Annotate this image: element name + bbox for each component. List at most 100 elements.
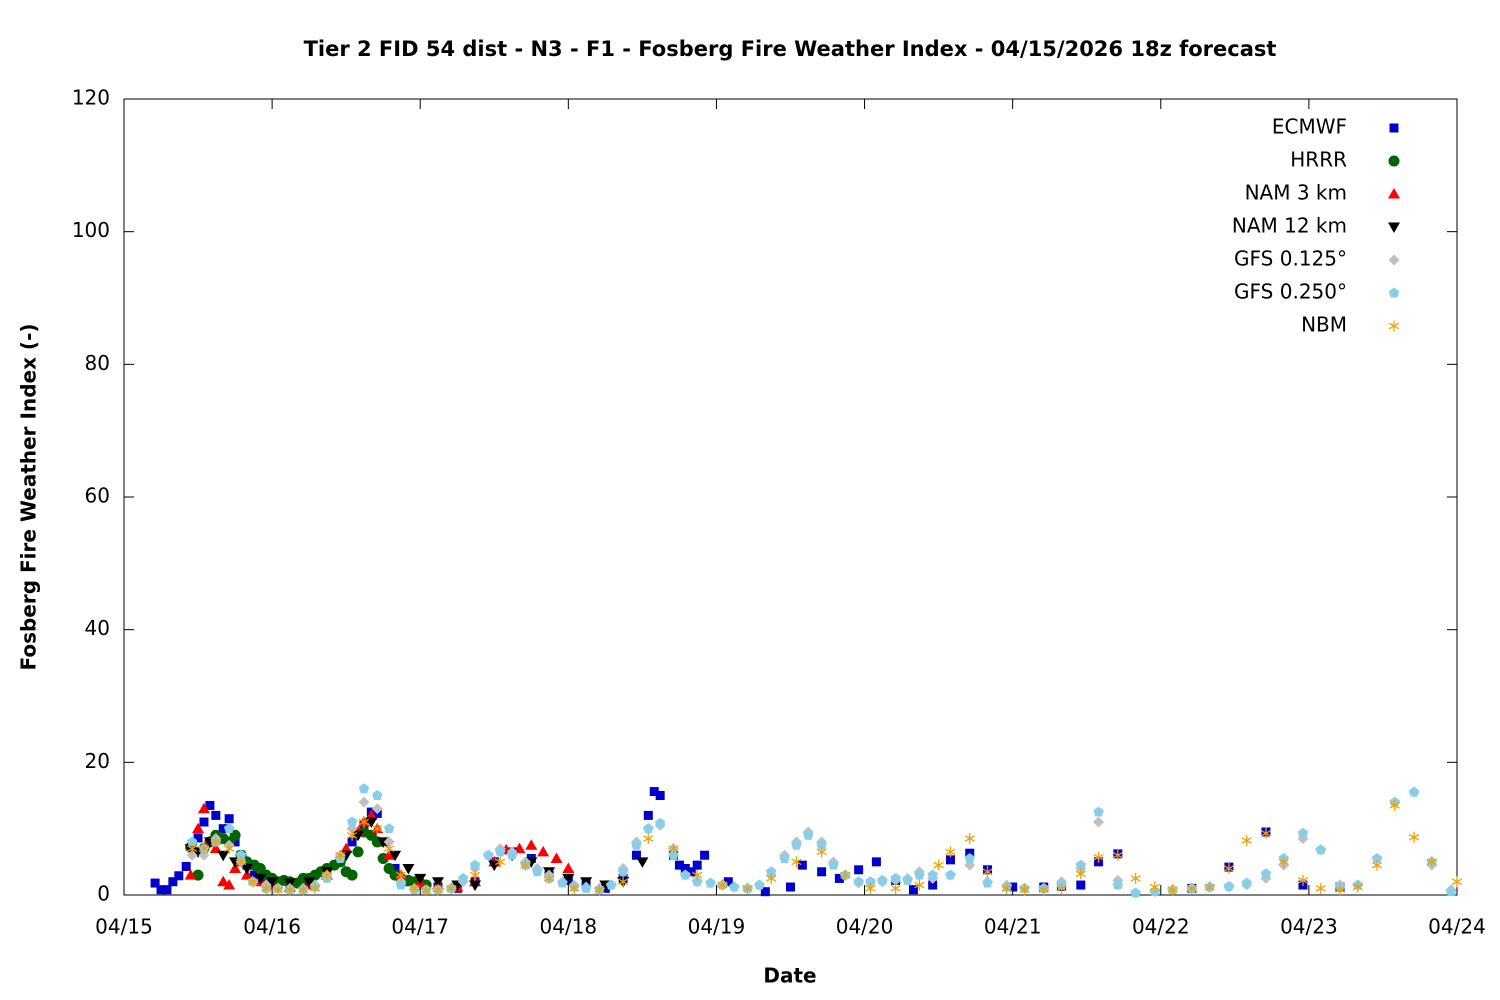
marker — [261, 882, 272, 894]
marker — [543, 872, 555, 884]
marker — [927, 869, 938, 880]
marker — [854, 865, 864, 875]
marker — [272, 884, 284, 896]
marker — [358, 783, 370, 794]
marker — [643, 823, 654, 834]
marker — [284, 884, 295, 896]
marker — [914, 869, 925, 880]
legend-label: NAM 12 km — [1232, 214, 1347, 238]
legend-label: NBM — [1301, 313, 1347, 337]
marker — [828, 859, 839, 870]
marker — [791, 856, 802, 868]
marker — [1223, 862, 1235, 874]
marker — [469, 880, 482, 892]
marker — [1315, 844, 1326, 855]
marker — [402, 863, 415, 875]
marker — [964, 853, 975, 863]
marker — [797, 860, 807, 870]
marker — [432, 884, 444, 896]
marker — [1371, 859, 1383, 871]
marker — [469, 859, 481, 870]
legend-label: GFS 0.250° — [1234, 280, 1347, 304]
marker — [1075, 868, 1086, 880]
marker — [1149, 881, 1160, 893]
legend-label: NAM 3 km — [1245, 181, 1347, 205]
legend-label: GFS 0.125° — [1234, 247, 1347, 271]
marker — [636, 857, 649, 868]
marker — [383, 836, 395, 848]
marker — [346, 869, 358, 881]
marker — [1076, 880, 1086, 890]
marker — [618, 876, 629, 888]
marker — [469, 869, 481, 881]
marker — [240, 863, 253, 875]
marker — [187, 843, 198, 855]
marker — [643, 833, 654, 845]
marker — [395, 879, 407, 890]
legend-marker — [1388, 155, 1400, 167]
marker — [235, 849, 247, 860]
marker — [1334, 884, 1346, 896]
marker — [1001, 882, 1012, 894]
marker — [816, 839, 827, 850]
marker — [209, 842, 222, 854]
x-tick-label: 04/16 — [243, 915, 301, 939]
y-tick-label: 100 — [72, 218, 110, 242]
y-tick-label: 80 — [85, 351, 110, 375]
marker — [550, 852, 563, 864]
x-tick-label: 04/23 — [1280, 915, 1338, 939]
marker — [513, 842, 526, 854]
marker — [446, 882, 457, 894]
marker — [1093, 851, 1104, 863]
marker — [346, 816, 358, 827]
marker — [840, 869, 851, 881]
marker — [525, 839, 538, 850]
marker — [235, 856, 247, 868]
legend-marker — [1388, 320, 1400, 332]
marker — [421, 884, 432, 896]
legend-marker — [1388, 254, 1400, 266]
marker — [223, 823, 235, 834]
marker — [383, 823, 395, 834]
x-tick-label: 04/20 — [836, 915, 894, 939]
marker — [557, 877, 568, 888]
marker — [174, 871, 184, 881]
marker — [643, 810, 653, 820]
marker — [945, 855, 955, 865]
legend-marker — [1388, 287, 1400, 298]
marker — [803, 829, 814, 840]
marker — [483, 849, 494, 860]
marker — [631, 839, 642, 850]
marker — [384, 843, 395, 855]
marker — [303, 877, 316, 888]
marker — [945, 869, 956, 880]
marker — [928, 880, 938, 890]
marker — [1056, 882, 1067, 894]
marker — [1315, 882, 1326, 894]
legend-marker — [1388, 188, 1400, 199]
marker — [791, 839, 802, 850]
marker — [181, 861, 191, 871]
marker — [1297, 827, 1309, 838]
marker — [1130, 872, 1141, 884]
marker — [192, 822, 205, 834]
marker — [945, 846, 956, 858]
marker — [1260, 868, 1272, 879]
marker — [816, 846, 827, 858]
marker — [655, 791, 665, 800]
marker — [1408, 831, 1420, 843]
marker — [1389, 799, 1400, 811]
marker — [1038, 884, 1049, 896]
marker — [247, 876, 258, 888]
marker — [877, 874, 888, 885]
marker — [914, 879, 925, 891]
marker — [389, 850, 402, 862]
marker — [580, 882, 592, 893]
y-tick-label: 60 — [85, 484, 110, 508]
marker — [254, 873, 267, 885]
marker — [1371, 853, 1383, 863]
marker — [1278, 856, 1289, 868]
marker — [933, 859, 944, 871]
marker — [1167, 884, 1178, 896]
